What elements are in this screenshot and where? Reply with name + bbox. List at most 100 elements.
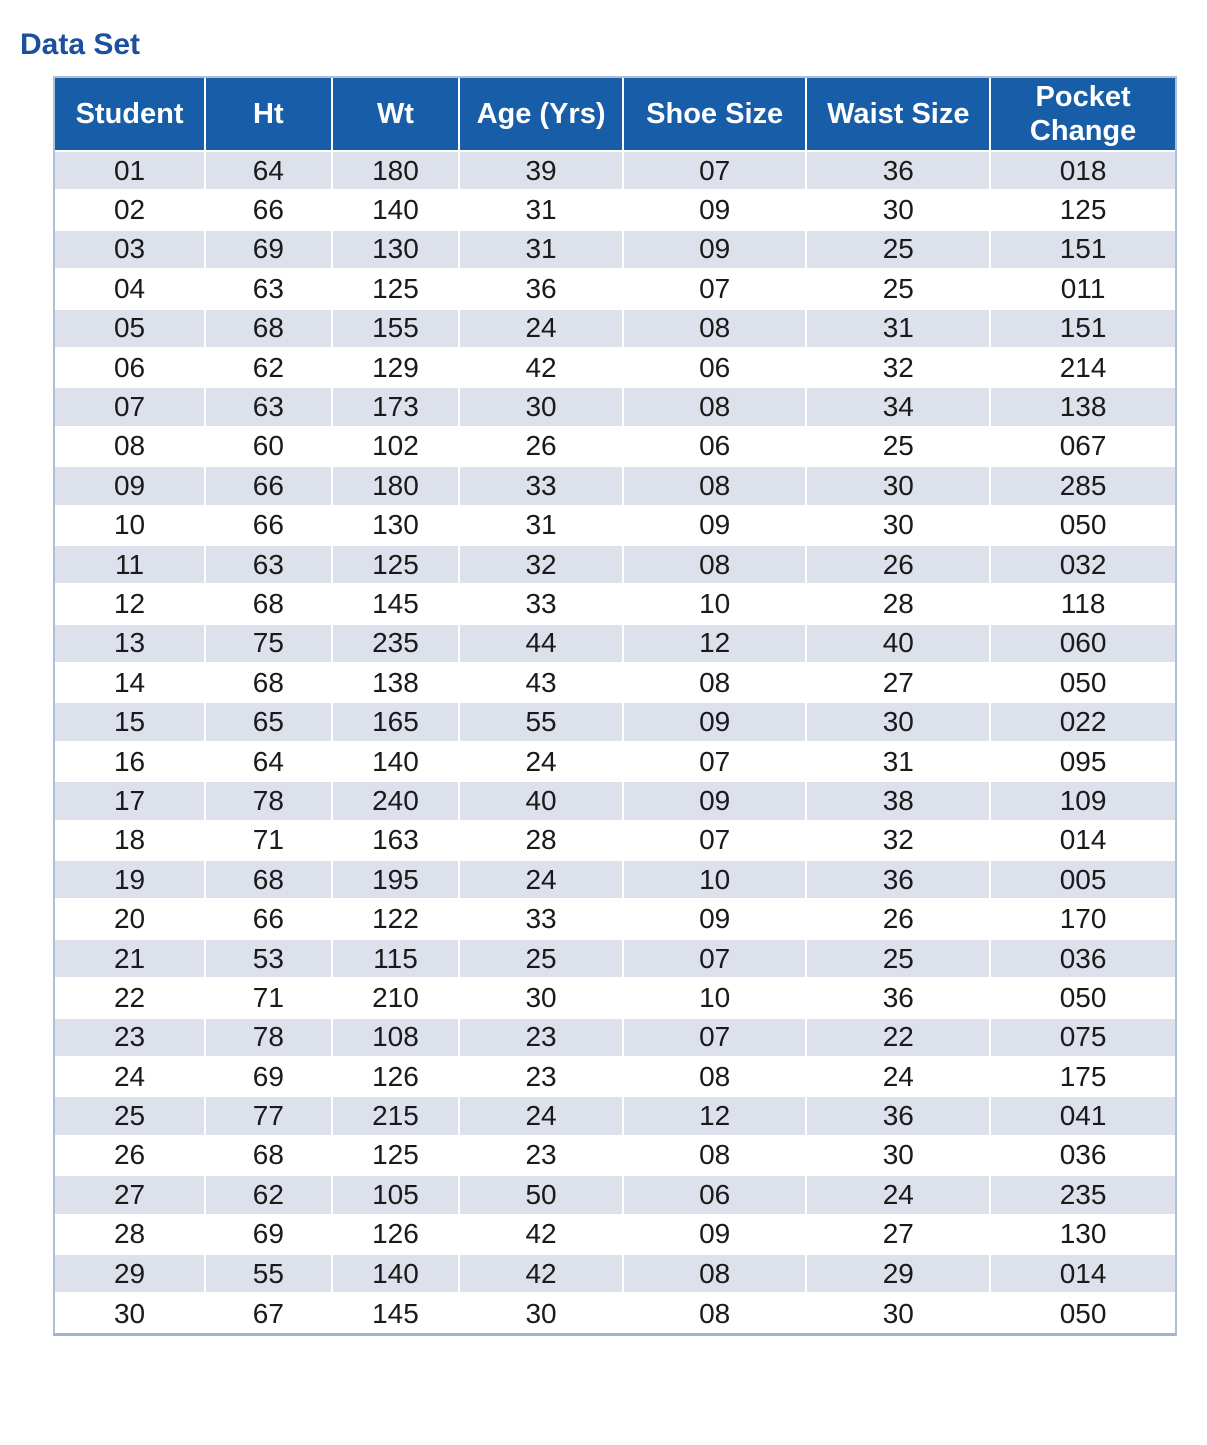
cell: 38: [806, 781, 992, 822]
cell: 129: [331, 347, 461, 389]
cell: 30: [459, 387, 624, 428]
cell: 126: [331, 1056, 461, 1098]
column-header-wt: Wt: [331, 78, 461, 152]
cell: 125: [331, 269, 461, 310]
cell: 25: [806, 426, 992, 468]
table-body: 01 64 180 39 07 36 018 02 66 140 31 09 30 125 03 69 130 3…: [55, 151, 1175, 1333]
table-row: 23 78 108 23 07 22 075: [55, 1017, 1175, 1058]
table-row: 12 68 145 33 10 28 118: [55, 584, 1175, 625]
cell: 022: [990, 702, 1175, 743]
cell: 31: [806, 741, 992, 783]
cell: 155: [331, 308, 461, 349]
cell: 17: [55, 781, 207, 822]
cell: 130: [331, 505, 461, 546]
cell: 08: [622, 308, 808, 349]
table-row: 03 69 130 31 09 25 151: [55, 229, 1175, 271]
cell: 64: [205, 741, 333, 783]
cell: 43: [459, 663, 624, 704]
cell: 40: [459, 781, 624, 822]
column-header-waist-size: Waist Size: [806, 78, 992, 152]
cell: 75: [205, 623, 333, 665]
cell: 08: [622, 387, 808, 428]
cell: 050: [990, 1293, 1175, 1333]
cell: 20: [55, 899, 207, 940]
cell: 032: [990, 544, 1175, 586]
cell: 32: [806, 820, 992, 862]
cell: 08: [55, 426, 207, 468]
cell: 10: [55, 505, 207, 546]
cell: 138: [990, 387, 1175, 428]
cell: 138: [331, 663, 461, 704]
cell: 240: [331, 781, 461, 822]
cell: 118: [990, 584, 1175, 625]
cell: 140: [331, 1253, 461, 1295]
cell: 060: [990, 623, 1175, 665]
cell: 31: [459, 229, 624, 271]
cell: 06: [622, 1175, 808, 1216]
cell: 02: [55, 190, 207, 231]
cell: 24: [459, 741, 624, 783]
table-row: 10 66 130 31 09 30 050: [55, 505, 1175, 546]
cell: 68: [205, 663, 333, 704]
cell: 50: [459, 1175, 624, 1216]
cell: 109: [990, 781, 1175, 822]
cell: 04: [55, 269, 207, 310]
cell: 27: [806, 663, 992, 704]
cell: 130: [331, 229, 461, 271]
cell: 69: [205, 229, 333, 271]
cell: 68: [205, 860, 333, 901]
cell: 214: [990, 347, 1175, 389]
cell: 10: [622, 584, 808, 625]
cell: 15: [55, 702, 207, 743]
cell: 09: [55, 466, 207, 507]
cell: 78: [205, 1017, 333, 1058]
cell: 30: [459, 978, 624, 1019]
cell: 235: [331, 623, 461, 665]
cell: 39: [459, 151, 624, 192]
cell: 30: [806, 466, 992, 507]
cell: 08: [622, 663, 808, 704]
cell: 07: [622, 269, 808, 310]
table-row: 28 69 126 42 09 27 130: [55, 1214, 1175, 1255]
cell: 108: [331, 1017, 461, 1058]
cell: 28: [55, 1214, 207, 1255]
cell: 145: [331, 584, 461, 625]
cell: 08: [622, 1135, 808, 1177]
cell: 23: [459, 1135, 624, 1177]
cell: 105: [331, 1175, 461, 1216]
cell: 014: [990, 1253, 1175, 1295]
cell: 07: [55, 387, 207, 428]
cell: 36: [806, 1096, 992, 1137]
cell: 05: [55, 308, 207, 349]
cell: 29: [55, 1253, 207, 1295]
cell: 25: [806, 269, 992, 310]
cell: 36: [806, 151, 992, 192]
data-table: Student Ht Wt Age (Yrs) Shoe Size Waist Size P…: [53, 76, 1177, 1336]
cell: 165: [331, 702, 461, 743]
cell: 19: [55, 860, 207, 901]
table-row: 29 55 140 42 08 29 014: [55, 1253, 1175, 1295]
cell: 32: [806, 347, 992, 389]
table-row: 05 68 155 24 08 31 151: [55, 308, 1175, 349]
cell: 08: [622, 1056, 808, 1098]
cell: 125: [331, 1135, 461, 1177]
cell: 68: [205, 308, 333, 349]
cell: 69: [205, 1214, 333, 1255]
cell: 36: [806, 978, 992, 1019]
table-row: 02 66 140 31 09 30 125: [55, 190, 1175, 231]
cell: 163: [331, 820, 461, 862]
cell: 07: [622, 820, 808, 862]
cell: 095: [990, 741, 1175, 783]
column-header-age-yrs: Age (Yrs): [459, 78, 624, 152]
cell: 32: [459, 544, 624, 586]
cell: 22: [806, 1017, 992, 1058]
cell: 01: [55, 151, 207, 192]
cell: 23: [459, 1017, 624, 1058]
cell: 63: [205, 544, 333, 586]
cell: 126: [331, 1214, 461, 1255]
cell: 31: [806, 308, 992, 349]
table-row: 26 68 125 23 08 30 036: [55, 1135, 1175, 1177]
table-row: 16 64 140 24 07 31 095: [55, 741, 1175, 783]
cell: 24: [55, 1056, 207, 1098]
cell: 33: [459, 899, 624, 940]
